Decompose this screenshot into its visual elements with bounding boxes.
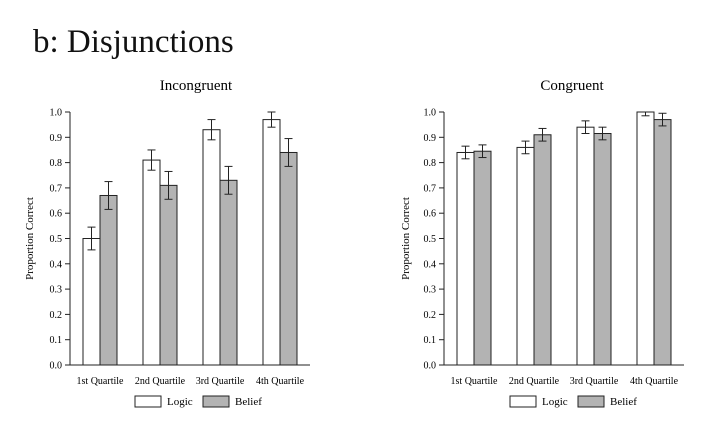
y-tick-label: 1.0 [424,108,437,119]
bar-belief [159,184,178,366]
bar-logic [202,129,221,366]
legend-swatch-belief [577,395,605,408]
x-tick-label: 4th Quartile [630,376,679,387]
bar-belief [473,150,492,366]
bar-belief [279,151,298,366]
legend-swatch-belief [202,395,230,408]
bar-logic [516,146,535,366]
y-tick-label: 0.2 [50,310,63,321]
y-tick-label: 0.0 [424,361,437,372]
y-tick-label: 0.6 [50,209,63,220]
x-tick-label: 2nd Quartile [509,376,560,387]
bar-logic [262,119,281,366]
bar-logic [82,238,101,366]
bar-belief [533,134,552,366]
x-tick-label: 2nd Quartile [135,376,186,387]
y-tick-label: 0.1 [50,335,63,346]
bar-logic [576,126,595,366]
x-tick-label: 4th Quartile [256,376,305,387]
y-tick-label: 0.9 [50,133,63,144]
y-tick-label: 0.6 [424,209,437,220]
y-tick-label: 0.3 [424,285,437,296]
y-tick-label: 0.8 [50,158,63,169]
y-tick-label: 0.4 [424,259,437,270]
y-tick-label: 0.7 [50,183,63,194]
legend-label-logic: Logic [542,396,568,408]
bar-logic [456,151,475,366]
y-axis-label: Proportion Correct [400,197,412,280]
y-tick-label: 0.8 [424,158,437,169]
bar-belief [99,194,118,366]
legend-swatch-logic [134,395,162,408]
y-tick-label: 0.0 [50,361,63,372]
y-tick-label: 0.4 [50,259,63,270]
x-tick-label: 3rd Quartile [196,376,245,387]
bar-logic [636,111,655,366]
bar-belief [593,133,612,366]
x-tick-label: 1st Quartile [77,376,124,387]
x-tick-label: 1st Quartile [451,376,498,387]
figure-title: b: Disjunctions [33,24,234,60]
bar-belief [653,119,672,366]
bar-belief [219,179,238,366]
bar-logic [142,159,161,366]
y-tick-label: 1.0 [50,108,63,119]
y-tick-label: 0.9 [424,133,437,144]
panel-title-1: Congruent [540,78,604,94]
legend-label-belief: Belief [235,396,262,408]
panel-title-0: Incongruent [160,78,233,94]
legend-swatch-logic [509,395,537,408]
y-tick-label: 0.5 [424,234,437,245]
y-tick-label: 0.5 [50,234,63,245]
y-axis-label: Proportion Correct [24,197,36,280]
y-tick-label: 0.2 [424,310,437,321]
y-tick-label: 0.1 [424,335,437,346]
legend-label-logic: Logic [167,396,193,408]
y-tick-label: 0.3 [50,285,63,296]
y-tick-label: 0.7 [424,183,437,194]
legend-label-belief: Belief [610,396,637,408]
x-tick-label: 3rd Quartile [570,376,619,387]
